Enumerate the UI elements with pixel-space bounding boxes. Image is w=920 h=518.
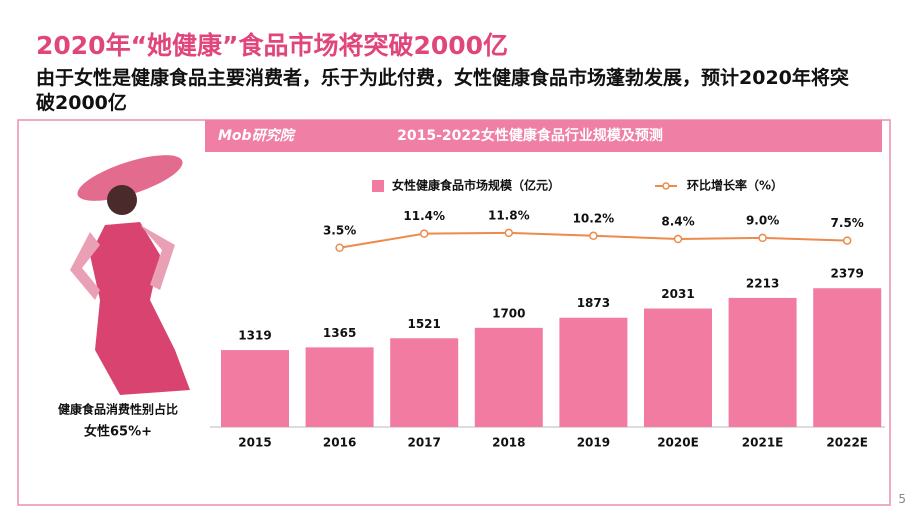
- bar-value-label: 1700: [492, 306, 525, 320]
- slide-subtitle: 由于女性是健康食品主要消费者，乐于为此付费，女性健康食品市场蓬勃发展，预计202…: [36, 67, 849, 114]
- x-tick-label: 2022E: [826, 436, 868, 450]
- x-tick-label: 2019: [577, 436, 610, 450]
- x-tick-label: 2018: [492, 436, 525, 450]
- bar-value-label: 1319: [238, 329, 271, 343]
- legend-label: 女性健康食品市场规模（亿元）: [392, 178, 560, 193]
- line-marker: [419, 229, 429, 238]
- bar: [221, 350, 289, 427]
- line-marker: [335, 243, 344, 252]
- bar: [728, 297, 797, 427]
- bar: [813, 288, 882, 427]
- logo: Mob研究院: [218, 127, 297, 144]
- legend-marker: [662, 182, 670, 190]
- bar: [305, 347, 374, 427]
- line-marker: [673, 234, 683, 244]
- x-tick-label: 2016: [323, 436, 356, 450]
- bar: [474, 327, 543, 427]
- line-value-label: 11.8%: [488, 208, 530, 222]
- bar: [390, 338, 459, 427]
- side-highlight: 女性65%+: [84, 424, 152, 440]
- x-tick-label: 2020E: [657, 436, 699, 450]
- bar: [559, 317, 628, 427]
- bar-value-label: 1365: [323, 326, 356, 340]
- line-marker: [589, 231, 598, 241]
- chart-banner: [205, 120, 882, 152]
- line-value-label: 11.4%: [403, 209, 445, 223]
- x-tick-label: 2017: [407, 436, 440, 450]
- page-number: 5: [898, 492, 906, 506]
- line-marker: [504, 228, 514, 238]
- line-marker: [842, 236, 852, 245]
- bar-value-label: 2031: [661, 287, 694, 301]
- legend-swatch: [372, 180, 384, 192]
- x-tick-label: 2015: [238, 436, 271, 450]
- line-marker: [758, 233, 767, 243]
- bar-value-label: 1873: [577, 296, 610, 310]
- line-value-label: 10.2%: [573, 211, 615, 225]
- x-tick-label: 2021E: [742, 436, 784, 450]
- chart-title: 2015-2022女性健康食品行业规模及预测: [397, 127, 663, 144]
- bar-value-label: 2379: [830, 267, 863, 281]
- line-value-label: 3.5%: [323, 223, 356, 237]
- bar: [644, 308, 712, 427]
- line-value-label: 7.5%: [831, 216, 864, 230]
- line-value-label: 9.0%: [746, 213, 779, 227]
- line-value-label: 8.4%: [661, 215, 694, 229]
- slide-title: 2020年“她健康”食品市场将突破2000亿: [36, 31, 509, 60]
- side-caption: 健康食品消费性别占比: [58, 402, 178, 417]
- legend-label: 环比增长率（%）: [687, 178, 783, 193]
- bar-value-label: 1521: [407, 317, 440, 331]
- bar-value-label: 2213: [746, 276, 779, 290]
- woman-illustration: [70, 155, 190, 395]
